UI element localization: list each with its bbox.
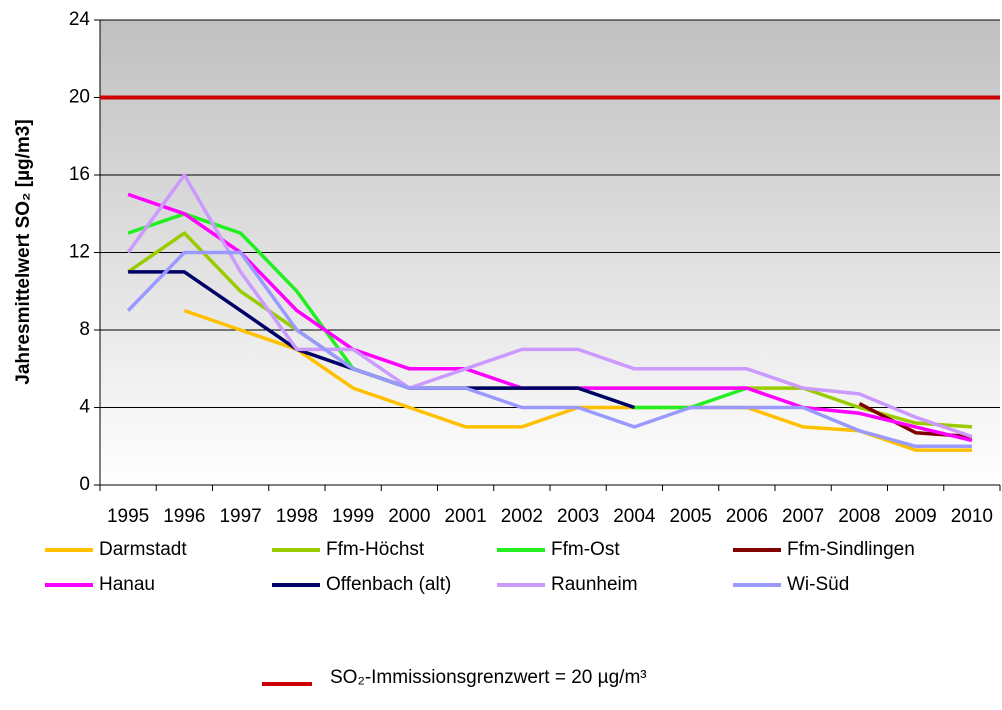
x-tick-label: 2010	[951, 506, 993, 527]
x-tick-label: 2003	[557, 506, 599, 527]
x-tick-label: 1995	[107, 506, 149, 527]
legend-label: Darmstadt	[99, 539, 187, 560]
x-tick-label: 1996	[163, 506, 205, 527]
legend-label: Hanau	[99, 574, 155, 595]
x-tick-label: 2006	[726, 506, 768, 527]
legend-label: Wi-Süd	[787, 574, 849, 595]
y-tick-label: 4	[79, 397, 90, 418]
y-axis-label: Jahresmittelwert SO₂ [µg/m3]	[13, 119, 34, 384]
series-line	[126, 250, 972, 449]
legend-label: Raunheim	[551, 574, 638, 595]
y-tick-label: 16	[69, 164, 90, 185]
x-tick-label: 2008	[838, 506, 880, 527]
y-tick-label: 20	[69, 87, 90, 108]
x-tick-label: 1997	[219, 506, 261, 527]
y-tick-label: 8	[79, 319, 90, 340]
legend-label: Ffm-Höchst	[326, 539, 425, 560]
x-tick-label: 2007	[782, 506, 824, 527]
x-tick-label: 2004	[613, 506, 656, 527]
legend-label: Ffm-Sindlingen	[787, 539, 915, 560]
x-tick-label: 2005	[669, 506, 711, 527]
x-tick-label: 1998	[276, 506, 318, 527]
y-tick-label: 24	[69, 9, 91, 30]
x-tick-label: 2002	[501, 506, 543, 527]
x-tick-label: 2009	[894, 506, 936, 527]
x-tick-label: 2001	[444, 506, 486, 527]
y-tick-label: 12	[69, 242, 90, 263]
legend-label: Offenbach (alt)	[326, 574, 451, 595]
series-line	[126, 173, 973, 439]
legend-label: Ffm-Ost	[551, 539, 620, 560]
x-tick-label: 2000	[388, 506, 430, 527]
y-tick-label: 0	[79, 474, 90, 495]
x-tick-label: 1999	[332, 506, 374, 527]
legend-label: SO₂-Immissionsgrenzwert = 20 µg/m³	[330, 667, 647, 688]
